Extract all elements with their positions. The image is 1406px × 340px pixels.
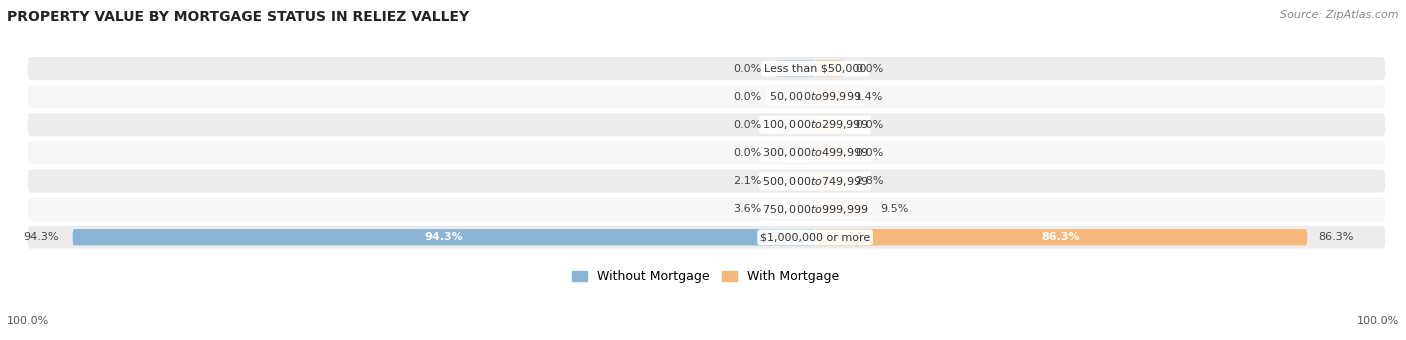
FancyBboxPatch shape [776,117,815,133]
Text: $750,000 to $999,999: $750,000 to $999,999 [762,203,869,216]
FancyBboxPatch shape [815,145,844,161]
FancyBboxPatch shape [815,61,844,77]
Text: $500,000 to $749,999: $500,000 to $749,999 [762,174,869,188]
FancyBboxPatch shape [73,229,815,245]
FancyBboxPatch shape [815,201,869,217]
Text: 94.3%: 94.3% [425,232,463,242]
Text: $300,000 to $499,999: $300,000 to $499,999 [762,147,869,159]
Text: 2.8%: 2.8% [855,176,883,186]
Text: 100.0%: 100.0% [7,317,49,326]
FancyBboxPatch shape [815,117,844,133]
Text: 0.0%: 0.0% [855,64,883,74]
Text: Less than $50,000: Less than $50,000 [763,64,866,74]
Text: 100.0%: 100.0% [1357,317,1399,326]
Text: 86.3%: 86.3% [1319,232,1354,242]
FancyBboxPatch shape [776,201,815,217]
FancyBboxPatch shape [28,141,1385,165]
Text: 0.0%: 0.0% [855,120,883,130]
FancyBboxPatch shape [28,57,1385,80]
FancyBboxPatch shape [776,61,815,77]
Text: 0.0%: 0.0% [734,120,762,130]
FancyBboxPatch shape [28,226,1385,249]
FancyBboxPatch shape [815,229,1308,245]
Text: PROPERTY VALUE BY MORTGAGE STATUS IN RELIEZ VALLEY: PROPERTY VALUE BY MORTGAGE STATUS IN REL… [7,10,470,24]
Text: $50,000 to $99,999: $50,000 to $99,999 [769,90,862,103]
Legend: Without Mortgage, With Mortgage: Without Mortgage, With Mortgage [567,265,844,288]
FancyBboxPatch shape [28,198,1385,221]
Text: $1,000,000 or more: $1,000,000 or more [761,232,870,242]
Text: $100,000 to $299,999: $100,000 to $299,999 [762,118,869,131]
Text: 0.0%: 0.0% [734,92,762,102]
Text: 3.6%: 3.6% [734,204,762,214]
Text: 0.0%: 0.0% [734,148,762,158]
Text: 0.0%: 0.0% [855,148,883,158]
FancyBboxPatch shape [776,173,815,189]
FancyBboxPatch shape [28,113,1385,136]
Text: 1.4%: 1.4% [855,92,883,102]
FancyBboxPatch shape [776,89,815,105]
Text: 0.0%: 0.0% [734,64,762,74]
Text: 2.1%: 2.1% [733,176,762,186]
FancyBboxPatch shape [815,173,844,189]
Text: 94.3%: 94.3% [22,232,59,242]
FancyBboxPatch shape [28,85,1385,108]
FancyBboxPatch shape [28,170,1385,192]
FancyBboxPatch shape [815,89,844,105]
Text: 86.3%: 86.3% [1042,232,1080,242]
Text: Source: ZipAtlas.com: Source: ZipAtlas.com [1281,10,1399,20]
Text: 9.5%: 9.5% [880,204,910,214]
FancyBboxPatch shape [776,145,815,161]
